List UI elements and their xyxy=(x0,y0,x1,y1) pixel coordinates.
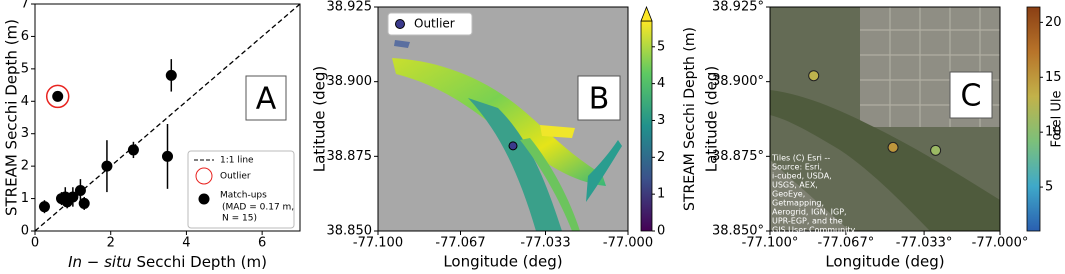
legend-label: Outlier xyxy=(414,17,455,31)
y-tick-label: 3 xyxy=(21,126,29,141)
x-tick-label: -77.100 xyxy=(353,236,403,251)
x-axis-label: Longitude (deg) xyxy=(443,253,562,271)
colorbar-tick-label: 5 xyxy=(657,39,665,54)
colorbar-tick-label: 1 xyxy=(657,187,665,202)
attribution: Source: Esri, xyxy=(772,163,822,172)
satellite-background xyxy=(770,7,1000,231)
panel-label: C xyxy=(961,79,982,114)
map-point xyxy=(887,141,899,153)
y-tick-label: 38.925° xyxy=(712,0,764,15)
x-tick-label: 2 xyxy=(107,236,115,251)
legend-box xyxy=(387,12,473,36)
y-tick-label: 38.875° xyxy=(712,149,764,164)
data-point xyxy=(67,191,79,203)
y-tick-label: 38.850 xyxy=(327,224,373,239)
map-point xyxy=(930,144,942,156)
x-tick-label: -77.033° xyxy=(896,236,953,251)
x-tick-label: 0 xyxy=(31,236,39,251)
legend-label: Outlier xyxy=(220,172,251,182)
y-tick-label: 1 xyxy=(21,191,29,206)
y-tick-label: 2 xyxy=(21,159,29,174)
data-point xyxy=(127,144,139,156)
x-axis-label-part: Secchi Depth (m) xyxy=(136,253,266,271)
legend-label: 1:1 line xyxy=(220,156,254,166)
colorbar xyxy=(1026,6,1041,232)
legend-swatch xyxy=(395,19,405,29)
colorbar-tick-label: 2 xyxy=(657,150,665,165)
x-tick-label: -77.067 xyxy=(435,236,485,251)
x-axis-label: Longitude (deg) xyxy=(825,253,944,271)
y-axis-label: Latitude (deg) xyxy=(311,66,329,172)
panel-label: A xyxy=(256,82,277,117)
legend-note: (MAD = 0.17 m, xyxy=(222,203,294,213)
attribution: GIS User Community xyxy=(772,226,856,235)
y-tick-label: 4 xyxy=(21,94,29,109)
y-tick-label: 38.900 xyxy=(327,74,373,89)
x-tick-label: -77.100° xyxy=(742,236,799,251)
data-point xyxy=(78,197,90,209)
attribution: GeoEye, xyxy=(772,190,805,199)
y-tick-label: 5 xyxy=(21,61,29,76)
y-axis-label: STREAM Secchi Depth (m) xyxy=(3,19,21,216)
legend-swatch xyxy=(195,167,213,185)
data-point xyxy=(162,150,173,162)
plot-frame xyxy=(377,6,629,232)
legend-swatch xyxy=(198,193,210,205)
colorbar xyxy=(640,20,653,232)
attribution: i-cubed, USDA, xyxy=(772,172,832,181)
colorbar-tick-label: 3 xyxy=(657,113,665,128)
panel-label-box xyxy=(949,71,993,119)
data-point xyxy=(101,160,113,172)
colorbar-label: STREAM Secchi Depth (m) xyxy=(682,27,698,211)
map-point xyxy=(508,141,518,151)
attribution: Tiles (C) Esri -- xyxy=(771,154,830,163)
panel-label: B xyxy=(589,82,610,117)
x-tick-label: -77.000° xyxy=(972,236,1029,251)
legend-note: N = 15) xyxy=(222,214,257,224)
colorbar-label: Forel Ule xyxy=(1050,91,1065,148)
attribution: UPR-EGP, and the xyxy=(772,217,843,226)
legend-label: Match-ups xyxy=(220,191,267,201)
plot-frame xyxy=(769,6,1001,232)
x-tick-label: 6 xyxy=(258,236,266,251)
colorbar-tick-label: 15 xyxy=(1045,70,1062,85)
attribution: Aerogrid, IGN, IGP, xyxy=(772,208,847,217)
x-axis-label: In − situ Secchi Depth (m) xyxy=(68,253,267,271)
data-point xyxy=(74,184,86,196)
y-tick-label: 0 xyxy=(21,224,29,239)
x-tick-label: -77.000 xyxy=(603,236,653,251)
data-point xyxy=(165,69,177,81)
plot-frame xyxy=(34,3,301,232)
panel-label-box xyxy=(245,75,287,121)
x-tick-label: -77.067° xyxy=(818,236,875,251)
colorbar-tick-label: 10 xyxy=(1045,125,1062,140)
attribution: Getmapping, xyxy=(772,199,824,208)
y-tick-label: 38.875 xyxy=(327,149,373,164)
x-axis-label-part: In − situ xyxy=(68,253,131,271)
y-tick-label: 38.900° xyxy=(712,74,764,89)
colorbar-extension xyxy=(640,5,653,22)
data-point xyxy=(52,90,64,102)
y-tick-label: 38.925 xyxy=(327,0,373,15)
y-tick-label: 38.850° xyxy=(712,224,764,239)
colorbar-tick-label: 4 xyxy=(657,76,665,91)
y-axis-label: Latitude (deg) xyxy=(703,66,721,172)
y-tick-label: 6 xyxy=(21,29,29,44)
colorbar-tick-label: 0 xyxy=(657,224,665,239)
outlier-marker xyxy=(45,84,70,109)
panel-label-box xyxy=(577,75,621,121)
colorbar-tick-label: 5 xyxy=(1045,180,1053,195)
attribution: USGS, AEX, xyxy=(772,181,818,190)
legend-box xyxy=(187,150,295,229)
data-point xyxy=(38,201,50,213)
colorbar-tick-label: 20 xyxy=(1045,15,1062,30)
x-tick-label: -77.033 xyxy=(520,236,570,251)
y-tick-label: 7 xyxy=(21,0,29,12)
x-tick-label: 4 xyxy=(182,236,190,251)
map-point xyxy=(808,70,820,82)
